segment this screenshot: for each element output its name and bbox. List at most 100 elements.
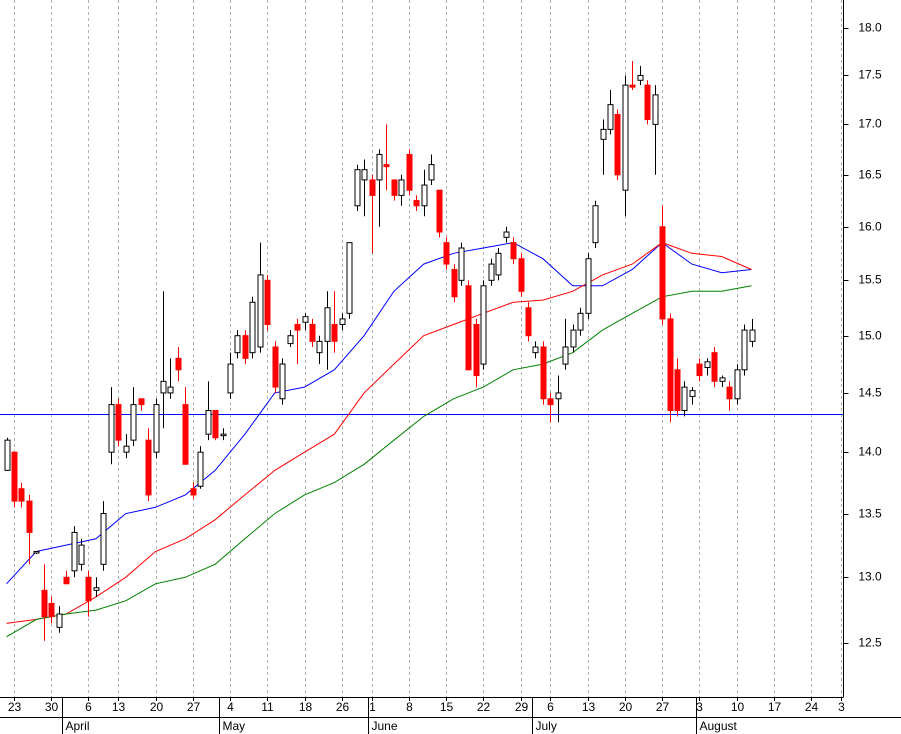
candle-body xyxy=(600,128,607,140)
candle-body xyxy=(294,323,301,331)
candle-body xyxy=(614,113,621,176)
x-tick-label: 11 xyxy=(261,700,274,714)
x-tick-label: 8 xyxy=(406,700,413,714)
x-tick-label: 3 xyxy=(696,700,703,714)
candle-body xyxy=(331,323,338,342)
candle-body xyxy=(63,576,70,585)
candle-body xyxy=(272,346,279,388)
candle-body xyxy=(56,613,63,628)
candle-body xyxy=(153,404,160,453)
candle-body xyxy=(443,242,450,265)
x-tick-label: 4 xyxy=(227,700,234,714)
candle-body xyxy=(398,179,405,196)
candle-body xyxy=(85,576,92,602)
candle-body xyxy=(406,153,413,191)
candle-body xyxy=(108,404,115,453)
x-tick-label: 29 xyxy=(515,700,529,714)
candle-body xyxy=(4,439,11,471)
candle-body xyxy=(704,361,711,369)
candle-body xyxy=(681,386,688,411)
candle-body xyxy=(741,329,748,371)
candle-body xyxy=(734,369,741,400)
y-tick-label: 18.0 xyxy=(858,21,882,35)
x-tick-label: 27 xyxy=(656,700,670,714)
candle-body xyxy=(749,329,756,342)
y-tick-label: 14.5 xyxy=(858,386,882,400)
candle-body xyxy=(465,285,472,371)
candle-body xyxy=(562,346,569,365)
x-tick-label: 13 xyxy=(112,700,126,714)
candle-body xyxy=(436,189,443,233)
candle-body xyxy=(674,369,681,411)
indicator-line xyxy=(6,285,752,638)
x-tick-label: 30 xyxy=(45,700,59,714)
month-label: June xyxy=(372,719,398,733)
candle-body xyxy=(391,179,398,196)
candle-body xyxy=(33,551,40,554)
candle-body xyxy=(346,242,353,314)
x-tick-label: 20 xyxy=(619,700,633,714)
candle-body xyxy=(644,84,651,120)
candle-body xyxy=(242,335,249,359)
candle-body xyxy=(458,247,465,281)
candle-body xyxy=(138,398,145,406)
y-tick-label: 13.0 xyxy=(858,570,882,584)
candle-body xyxy=(316,340,323,354)
indicator-line xyxy=(6,241,752,585)
x-tick-label: 26 xyxy=(336,700,350,714)
candle-body xyxy=(197,451,204,487)
marks-layer xyxy=(0,61,844,641)
y-tick-label: 15.5 xyxy=(858,273,882,287)
candle-body xyxy=(309,323,316,342)
y-tick-label: 16.5 xyxy=(858,168,882,182)
x-tick-label: 24 xyxy=(805,700,819,714)
candle-body xyxy=(383,164,390,168)
indicator-line xyxy=(6,242,752,624)
candle-body xyxy=(227,363,234,394)
x-tick-label: 3 xyxy=(838,700,845,714)
candle-body xyxy=(532,346,539,354)
candle-body xyxy=(711,352,718,382)
candle-body xyxy=(480,285,487,365)
month-label: May xyxy=(223,719,246,733)
candle-body xyxy=(652,94,659,125)
candle-body xyxy=(339,318,346,325)
candle-body xyxy=(18,488,25,502)
candle-body xyxy=(220,433,227,437)
candle-body xyxy=(48,602,55,618)
x-tick-label: 20 xyxy=(150,700,164,714)
candle-body xyxy=(518,258,525,292)
candle-body xyxy=(100,513,107,565)
candle-body xyxy=(689,390,696,397)
candle-body xyxy=(696,363,703,377)
candle-body xyxy=(145,439,152,496)
candle-body xyxy=(26,500,33,533)
grid-layer xyxy=(14,0,842,697)
candle-body xyxy=(629,84,636,88)
candle-body xyxy=(71,531,78,572)
candle-body xyxy=(525,307,532,337)
candle-body xyxy=(488,263,495,281)
candle-body xyxy=(495,252,502,276)
candle-body xyxy=(264,279,271,325)
candle-body xyxy=(324,307,331,342)
candle-body xyxy=(41,589,48,618)
x-tick-label: 6 xyxy=(547,700,554,714)
candle-body xyxy=(540,346,547,400)
candle-body xyxy=(503,231,510,238)
month-label: July xyxy=(536,719,557,733)
candle-body xyxy=(302,316,309,323)
month-label: April xyxy=(66,719,90,733)
candle-body xyxy=(182,404,189,465)
x-tick-label: 17 xyxy=(768,700,782,714)
month-label: August xyxy=(700,719,738,733)
x-tick-label: 27 xyxy=(187,700,201,714)
candle-body xyxy=(175,357,182,371)
x-tick-label: 13 xyxy=(582,700,596,714)
candle-body xyxy=(115,404,122,441)
candle-body xyxy=(592,205,599,244)
candle-body xyxy=(421,184,428,207)
